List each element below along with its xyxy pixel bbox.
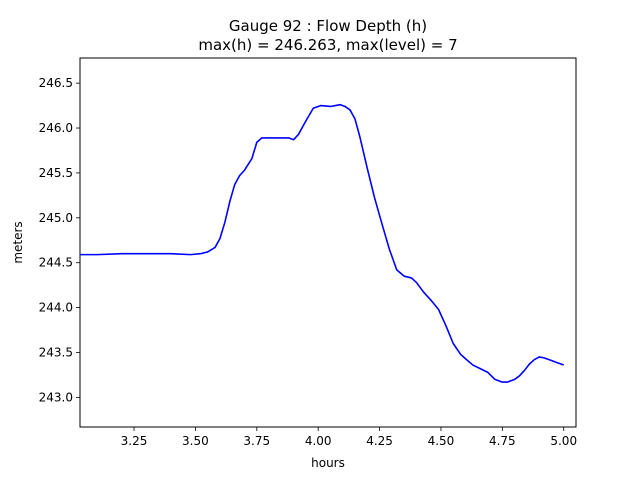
y-tick-label: 244.0	[39, 301, 73, 315]
y-tick-label: 245.5	[39, 166, 73, 180]
x-tick-label: 3.25	[121, 434, 148, 448]
chart-subtitle: max(h) = 246.263, max(level) = 7	[198, 36, 457, 54]
chart-title: Gauge 92 : Flow Depth (h)	[229, 17, 427, 35]
y-axis-label: meters	[11, 221, 25, 263]
y-axis-ticks: 243.0 243.5 244.0 244.5 245.0 245.5 246.0 246.5	[39, 76, 80, 404]
y-tick-label: 246.5	[39, 76, 73, 90]
x-tick-label: 4.00	[305, 434, 332, 448]
y-tick-label: 243.5	[39, 345, 73, 359]
chart-title-group: Gauge 92 : Flow Depth (h) max(h) = 246.2…	[198, 17, 457, 54]
x-tick-label: 3.50	[182, 434, 209, 448]
x-tick-label: 4.25	[366, 434, 393, 448]
x-tick-label: 3.75	[243, 434, 270, 448]
x-tick-label: 4.50	[428, 434, 455, 448]
y-tick-label: 245.0	[39, 211, 73, 225]
flow-depth-series-line	[80, 103, 564, 383]
plot-area-frame	[79, 57, 577, 428]
x-tick-label: 4.75	[489, 434, 516, 448]
y-tick-label: 243.0	[39, 390, 73, 404]
x-tick-label: 5.00	[550, 434, 577, 448]
x-axis-ticks: 3.25 3.50 3.75 4.00 4.25 4.50 4.75 5.00	[121, 427, 577, 448]
y-tick-label: 246.0	[39, 121, 73, 135]
y-tick-label: 244.5	[39, 256, 73, 270]
x-axis-label: hours	[311, 456, 345, 470]
